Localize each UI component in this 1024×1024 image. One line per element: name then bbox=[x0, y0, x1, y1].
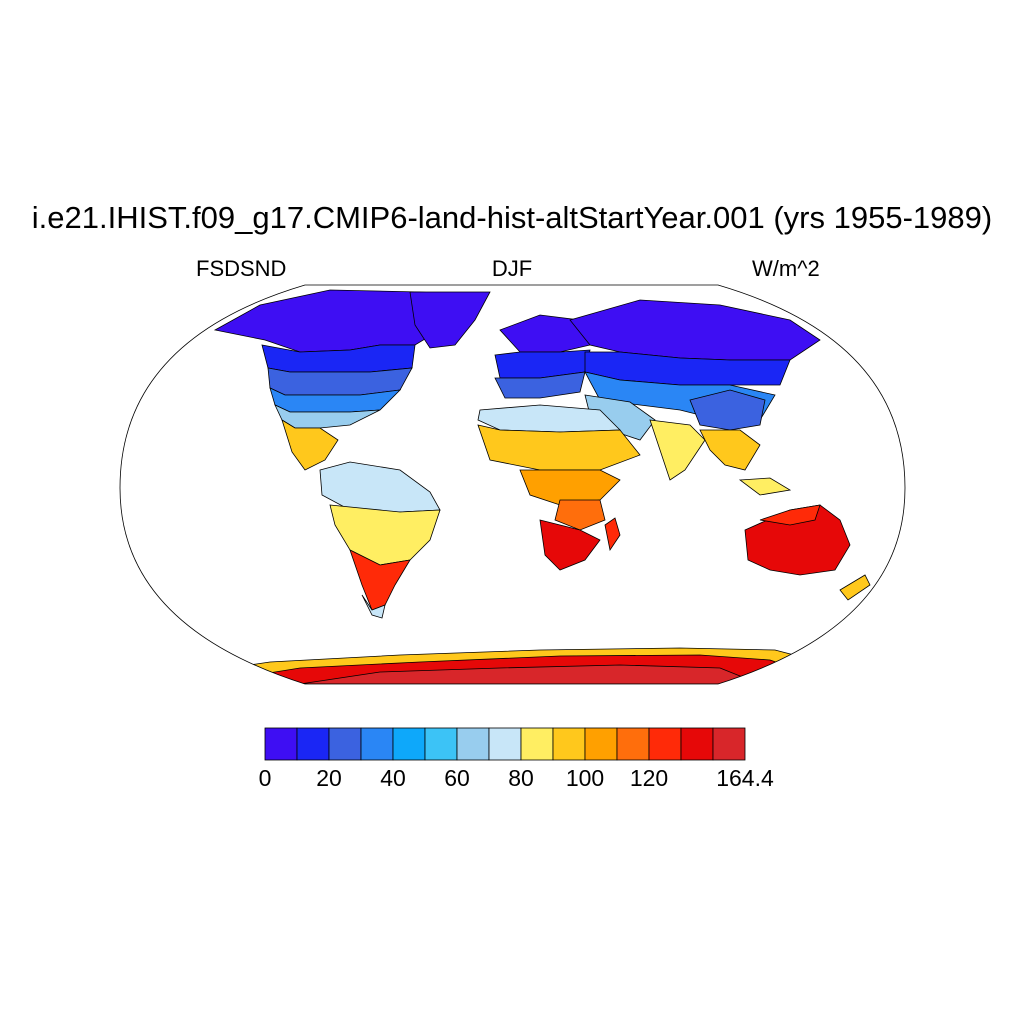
colorbar-tick-label: 164.4 bbox=[716, 765, 774, 791]
colorbar-swatch bbox=[552, 727, 586, 761]
region-southeast-asia bbox=[699, 429, 761, 471]
colorbar-swatch bbox=[456, 727, 490, 761]
colorbar-tick-label: 60 bbox=[444, 765, 470, 791]
region-patagonia bbox=[361, 594, 386, 619]
colorbar-swatch bbox=[296, 727, 330, 761]
region-antarctica-interior bbox=[299, 664, 761, 684]
region-europe-south bbox=[494, 371, 586, 399]
colorbar-swatch bbox=[488, 727, 522, 761]
region-mexico bbox=[281, 419, 339, 471]
region-india bbox=[649, 419, 706, 481]
colorbar-tick-label: 0 bbox=[258, 765, 272, 791]
colorbar-swatch bbox=[328, 727, 362, 761]
colorbar-swatch bbox=[392, 727, 426, 761]
colorbar-tick-label: 100 bbox=[565, 765, 605, 791]
map-outline bbox=[119, 284, 906, 685]
region-indonesia bbox=[738, 477, 792, 496]
variable-label: FSDSND bbox=[196, 256, 287, 281]
region-southern-africa bbox=[539, 519, 601, 571]
colorbar-swatch bbox=[712, 727, 746, 761]
region-australia-north bbox=[759, 504, 821, 526]
colorbar-tick-label: 120 bbox=[629, 765, 669, 791]
region-south-america-south bbox=[349, 549, 411, 611]
region-china bbox=[689, 389, 766, 431]
region-sahel bbox=[477, 424, 641, 471]
colorbar-tick-label: 80 bbox=[508, 765, 534, 791]
units-label: W/m^2 bbox=[752, 256, 820, 281]
colorbar-tick-label: 40 bbox=[380, 765, 406, 791]
colorbar-swatch bbox=[424, 727, 458, 761]
colorbar-swatch bbox=[616, 727, 650, 761]
plot-title: i.e21.IHIST.f09_g17.CMIP6-land-hist-altS… bbox=[31, 200, 993, 235]
region-new-zealand bbox=[839, 574, 871, 601]
colorbar-swatch bbox=[680, 727, 714, 761]
region-madagascar bbox=[604, 517, 621, 552]
colorbar-swatch bbox=[648, 727, 682, 761]
colorbar-swatch bbox=[584, 727, 618, 761]
season-label: DJF bbox=[491, 256, 533, 281]
colorbar-tick-label: 20 bbox=[316, 765, 342, 791]
region-central-africa bbox=[519, 469, 621, 506]
region-east-africa bbox=[554, 499, 606, 531]
colorbar-swatch bbox=[520, 727, 554, 761]
region-greenland bbox=[409, 291, 491, 349]
colorbar-swatch bbox=[264, 727, 298, 761]
colorbar-swatch bbox=[360, 727, 394, 761]
